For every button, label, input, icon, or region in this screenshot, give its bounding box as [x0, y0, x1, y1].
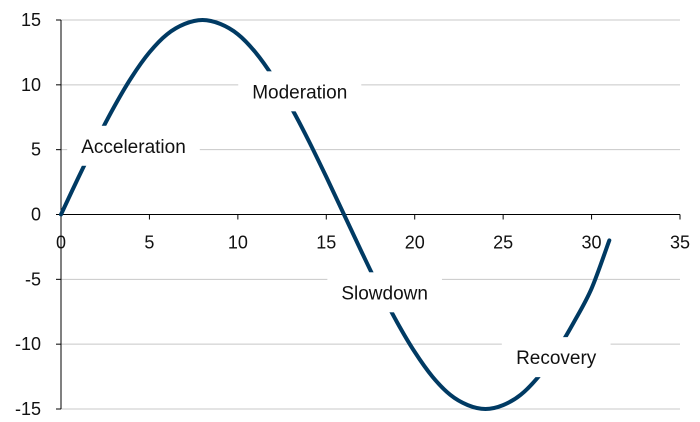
x-tick-label-7: 35: [670, 233, 690, 253]
annotation-label-moderation: Moderation: [252, 82, 347, 103]
series: [59, 18, 612, 411]
annotation-label-acceleration: Acceleration: [81, 137, 186, 158]
y-tick-label-6: -15: [15, 399, 41, 419]
x-tick-label-5: 25: [493, 233, 513, 253]
y-tick-label-0: 15: [21, 10, 41, 30]
annotation-recovery: Recovery: [501, 337, 611, 378]
annotation-box-acceleration: [67, 125, 200, 166]
annotation-box-moderation: [238, 71, 362, 112]
y-tick-label-3: 0: [31, 205, 41, 225]
x-tick-label-4: 20: [405, 233, 425, 253]
x-tick-label-0: 0: [56, 233, 66, 253]
annotation-label-recovery: Recovery: [516, 348, 597, 369]
annotations: Acceleration Moderation Slowdown Recovery: [67, 71, 611, 378]
annotation-acceleration: Acceleration: [67, 125, 200, 166]
annotation-box-recovery: [501, 337, 611, 378]
y-tick-label-5: -10: [15, 334, 41, 354]
axes: 15 10 5 0 -5 -10 -15 0 5 10 15 20 25 30 35: [15, 10, 690, 419]
annotation-box-slowdown: [327, 272, 442, 313]
annotation-slowdown: Slowdown: [327, 272, 442, 313]
series-line-0: [59, 18, 612, 411]
annotation-label-slowdown: Slowdown: [341, 283, 428, 304]
x-tick-label-3: 15: [316, 233, 336, 253]
x-tick-label-2: 10: [228, 233, 248, 253]
x-tick-label-1: 5: [144, 233, 154, 253]
y-tick-label-4: -5: [25, 269, 41, 289]
y-tick-label-1: 10: [21, 75, 41, 95]
x-tick-label-6: 30: [582, 233, 602, 253]
y-tick-label-2: 5: [31, 140, 41, 160]
annotation-moderation: Moderation: [238, 71, 362, 112]
